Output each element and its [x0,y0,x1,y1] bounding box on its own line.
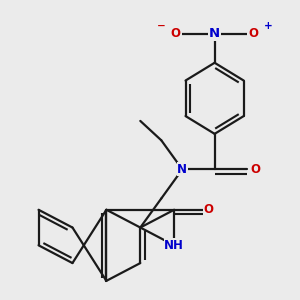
Text: N: N [177,163,187,176]
Text: NH: NH [164,239,184,252]
Text: O: O [250,163,260,176]
Text: N: N [209,27,220,40]
Text: +: + [263,21,272,31]
Text: O: O [203,203,213,216]
Text: O: O [248,27,258,40]
Text: O: O [171,27,181,40]
Text: −: − [157,21,166,31]
